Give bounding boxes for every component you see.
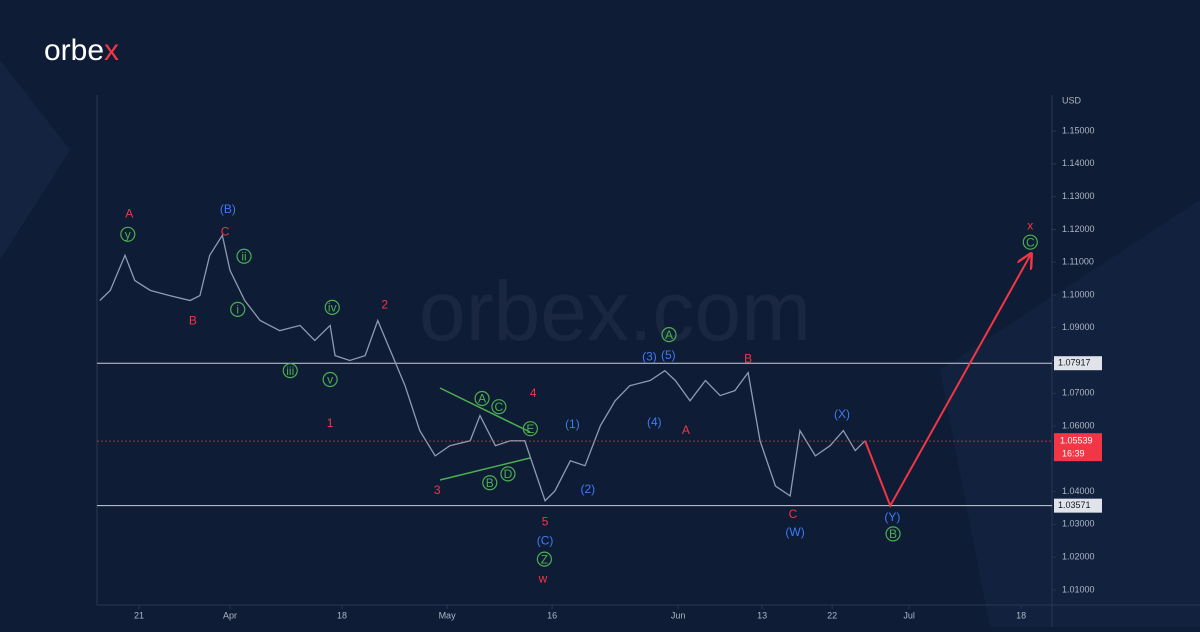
- x-tick-label: Jun: [671, 610, 686, 620]
- trend-line: [439, 387, 531, 433]
- y-tick-label: 1.13000: [1062, 191, 1095, 201]
- last-time: 16:39: [1062, 449, 1085, 459]
- x-tick-label: 18: [337, 610, 347, 620]
- level-label: 1.07917: [1058, 358, 1091, 368]
- x-tick-label: 22: [827, 610, 837, 620]
- wave-label: (3): [642, 350, 657, 364]
- y-tick-label: 1.04000: [1062, 486, 1095, 496]
- projection-line: [864, 255, 1030, 509]
- x-tick-label: 16: [547, 610, 557, 620]
- wave-label: (1): [565, 417, 580, 431]
- decor: [940, 200, 1200, 627]
- y-tick-label: 1.12000: [1062, 224, 1095, 234]
- wave-label: 1: [327, 416, 334, 430]
- y-tick-label: 1.15000: [1062, 125, 1095, 135]
- wave-label: 5: [542, 514, 549, 528]
- wave-label: A: [665, 328, 673, 342]
- y-tick-label: 1.02000: [1062, 552, 1095, 562]
- wave-label: (Y): [884, 510, 900, 524]
- wave-label: (X): [834, 407, 850, 421]
- wave-label: B: [889, 527, 897, 541]
- y-tick-label: 1.07000: [1062, 388, 1095, 398]
- wave-label: (2): [580, 482, 595, 496]
- wave-label: B: [189, 314, 197, 328]
- level-label-box: [1054, 498, 1102, 513]
- y-tick-label: 1.11000: [1062, 257, 1094, 267]
- y-tick-label: 1.14000: [1062, 158, 1095, 168]
- wave-circle: [322, 371, 338, 388]
- wave-label: x: [1027, 218, 1033, 232]
- wave-circle: [120, 226, 136, 242]
- y-tick-label: 1.09000: [1062, 322, 1095, 332]
- wave-circle: [491, 399, 507, 415]
- wave-label: B: [744, 352, 752, 366]
- wave-circle: [324, 299, 340, 315]
- wave-label: A: [125, 206, 133, 220]
- wave-label: A: [478, 392, 486, 406]
- wave-label: C: [789, 507, 798, 521]
- wave-label: i: [236, 303, 239, 317]
- wave-label: 3: [434, 483, 441, 497]
- wave-label: v: [327, 373, 333, 387]
- x-tick-label: Apr: [223, 610, 237, 620]
- x-tick-label: Jul: [903, 610, 915, 620]
- y-tick-label: 1.06000: [1062, 420, 1095, 430]
- wave-label: C: [1026, 235, 1035, 249]
- wave-label: y: [125, 227, 131, 241]
- x-tick-label: 13: [757, 610, 767, 620]
- wave-label: D: [504, 467, 513, 481]
- wave-circle: [522, 421, 538, 437]
- wave-circle: [1022, 234, 1038, 250]
- trend-line: [439, 457, 531, 481]
- wave-label: E: [526, 422, 534, 436]
- wave-label: (5): [661, 348, 676, 362]
- wave-label: 2: [381, 298, 388, 312]
- logo: orbex: [44, 34, 119, 67]
- wave-label: 4: [530, 386, 537, 400]
- wave-circle: [282, 363, 298, 379]
- x-tick-label: May: [439, 610, 457, 620]
- y-tick-label: 1.03000: [1062, 519, 1095, 529]
- wave-circle: [236, 248, 252, 264]
- y-tick-label: 1.10000: [1062, 289, 1095, 299]
- x-tick-label: 18: [1016, 610, 1026, 620]
- wave-label: A: [682, 423, 690, 437]
- wave-label: C: [221, 225, 230, 239]
- wave-circle: [500, 466, 516, 482]
- wave-label: (C): [537, 533, 554, 547]
- price-line: [99, 233, 866, 502]
- logo-text: orbe: [44, 34, 104, 67]
- x-tick-label: 21: [134, 610, 144, 620]
- wave-label: (B): [220, 202, 236, 216]
- wave-circle: [474, 390, 490, 407]
- decor: [0, 60, 70, 260]
- level-label-box: [1054, 356, 1102, 371]
- watermark: orbex.com: [419, 264, 811, 358]
- wave-circle: [230, 301, 246, 317]
- wave-label: (4): [647, 415, 662, 429]
- level-label: 1.03571: [1058, 500, 1091, 510]
- last-price: 1.05539: [1060, 436, 1093, 446]
- wave-label: Z: [541, 552, 548, 566]
- logo-x: x: [104, 34, 119, 67]
- wave-label: B: [486, 476, 494, 490]
- wave-label: (W): [785, 525, 804, 539]
- wave-circle: [482, 475, 498, 491]
- wave-label: iii: [286, 364, 294, 378]
- wave-label: w: [538, 571, 548, 585]
- y-unit: USD: [1062, 95, 1082, 105]
- wave-circle: [536, 551, 552, 567]
- y-tick-label: 1.01000: [1062, 584, 1095, 594]
- wave-circle: [661, 326, 677, 343]
- last-price-box: [1054, 433, 1102, 462]
- wave-label: C: [495, 400, 504, 414]
- wave-label: iv: [328, 301, 337, 315]
- wave-circle: [885, 526, 901, 542]
- wave-label: ii: [241, 249, 246, 263]
